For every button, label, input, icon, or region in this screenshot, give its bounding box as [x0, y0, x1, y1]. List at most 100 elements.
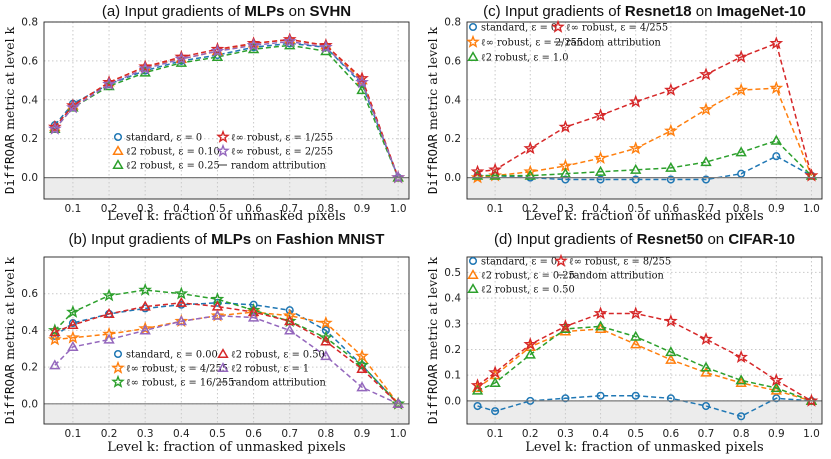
data-point [666, 175, 675, 184]
data-point [48, 323, 62, 337]
data-point [319, 315, 333, 329]
data-point [355, 71, 369, 85]
y-axis-label: DiffROAR metric at level k [425, 256, 440, 424]
x-tick-label: 1.0 [390, 428, 407, 440]
data-point [246, 38, 261, 52]
data-point [355, 358, 369, 372]
y-axis-label: DiffROAR metric at level k [2, 256, 17, 424]
data-point [699, 332, 713, 346]
data-point [594, 323, 607, 333]
series-3 [48, 32, 405, 184]
negative-region-shade [467, 177, 822, 199]
data-point [49, 359, 61, 370]
series-2 [471, 320, 818, 405]
chart-panel-1: 0.1 0.2 0.3 0.4 0.5 0.6 0.7 0.8 0.9 1.0 0.0 0.2 0.4 0… [2, 3, 410, 224]
data-point [664, 123, 678, 137]
data-point [174, 314, 189, 328]
x-tick-label: 0.1 [65, 203, 82, 215]
y-axis-label: DiffROAR metric at level k [2, 26, 17, 194]
data-point [805, 169, 818, 180]
data-point [770, 134, 782, 145]
data-point [356, 363, 368, 373]
data-point [491, 407, 500, 416]
legend-item: standard, ε = 0 [468, 256, 557, 268]
x-tick-label: 0.9 [768, 203, 785, 215]
negative-region-shade [44, 177, 409, 199]
data-point [67, 341, 79, 351]
legend-item: random attribution [219, 161, 326, 172]
legend-item: ℓ∞ robust, ε = 8/255 [554, 253, 671, 268]
plot-frame [43, 256, 410, 425]
legend: standard, ε = 0 ℓ2 robust, ε = 0.25 ℓ2 rob… [467, 253, 671, 296]
series-4 [49, 309, 404, 408]
legend-item: random attribution [219, 378, 326, 389]
data-point [734, 350, 748, 364]
plot-frame [466, 256, 823, 425]
series-line [477, 139, 812, 177]
data-point [558, 319, 573, 333]
y-tick-label: 0.6 [21, 288, 38, 300]
legend-marker-swatch [217, 362, 229, 373]
data-point [772, 394, 781, 403]
y-tick-label: 0.0 [444, 172, 461, 184]
x-tick-label: 0.9 [768, 428, 785, 440]
data-point [285, 306, 294, 315]
legend-marker-swatch [216, 143, 230, 157]
series-3 [49, 296, 404, 408]
legend-label: ℓ2 robust, ε = 0.25 [126, 161, 220, 172]
legend-marker-swatch [111, 374, 125, 388]
x-tick-label: 0.4 [173, 428, 190, 440]
legend-marker-swatch [113, 349, 123, 359]
data-point [594, 165, 607, 176]
x-tick-label: 0.6 [663, 203, 680, 215]
legend-label: standard, ε = 0 [481, 257, 557, 268]
legend-marker-swatch [468, 256, 478, 266]
legend-marker-swatch [217, 348, 229, 359]
x-tick-label: 1.0 [803, 428, 820, 440]
data-point [48, 119, 62, 133]
legend-marker-swatch [467, 283, 479, 294]
legend-item: ℓ2 robust, ε = 0.25 [112, 159, 220, 172]
legend-label: ℓ2 robust, ε = 1 [231, 364, 309, 375]
data-point [138, 59, 153, 73]
legend-item: ℓ∞ robust, ε = 2/255 [466, 34, 583, 49]
data-point [319, 38, 333, 52]
legend-item: ℓ∞ robust, ε = 4/255 [111, 360, 228, 375]
data-point [630, 163, 642, 174]
series-4 [48, 34, 405, 184]
data-point [596, 391, 605, 400]
data-point [561, 175, 570, 184]
data-point [211, 51, 224, 62]
y-tick-label: 0.6 [444, 55, 461, 67]
data-point [523, 164, 538, 178]
legend-item: standard, ε = 0 [468, 23, 557, 34]
data-point [596, 175, 605, 184]
data-point [489, 169, 501, 180]
data-point [103, 307, 115, 318]
legend-marker-swatch [111, 360, 125, 374]
y-tick-label: 0.4 [444, 293, 461, 305]
legend-marker-swatch [216, 129, 230, 143]
legend-label: ℓ∞ robust, ε = 4/255 [126, 364, 228, 375]
data-point [561, 394, 570, 403]
series-line [477, 325, 812, 402]
data-point [737, 412, 746, 421]
data-point [66, 304, 80, 318]
data-point [473, 401, 482, 411]
x-tick-label: 0.2 [101, 428, 118, 440]
legend-item: ℓ2 robust, ε = 0.25 [467, 269, 575, 282]
legend-label: ℓ∞ robust, ε = 2/255 [231, 147, 333, 158]
chart-panel-2: 0.1 0.2 0.3 0.4 0.5 0.6 0.7 0.8 0.9 1.0 0.0 0.2 0.4 0… [425, 3, 823, 224]
data-point [174, 51, 189, 65]
legend-label: ℓ2 robust, ε = 1.0 [481, 53, 569, 64]
series-line [54, 38, 399, 178]
data-point [102, 77, 116, 91]
x-tick-label: 0.7 [698, 203, 715, 215]
x-tick-label: 0.7 [281, 203, 298, 215]
x-tick-label: 0.6 [663, 428, 680, 440]
x-tick-label: 0.8 [733, 203, 750, 215]
x-tick-label: 0.5 [627, 203, 644, 215]
data-point [769, 373, 784, 387]
series-1 [471, 323, 818, 405]
legend-item: ℓ∞ robust, ε = 2/255 [216, 143, 333, 158]
